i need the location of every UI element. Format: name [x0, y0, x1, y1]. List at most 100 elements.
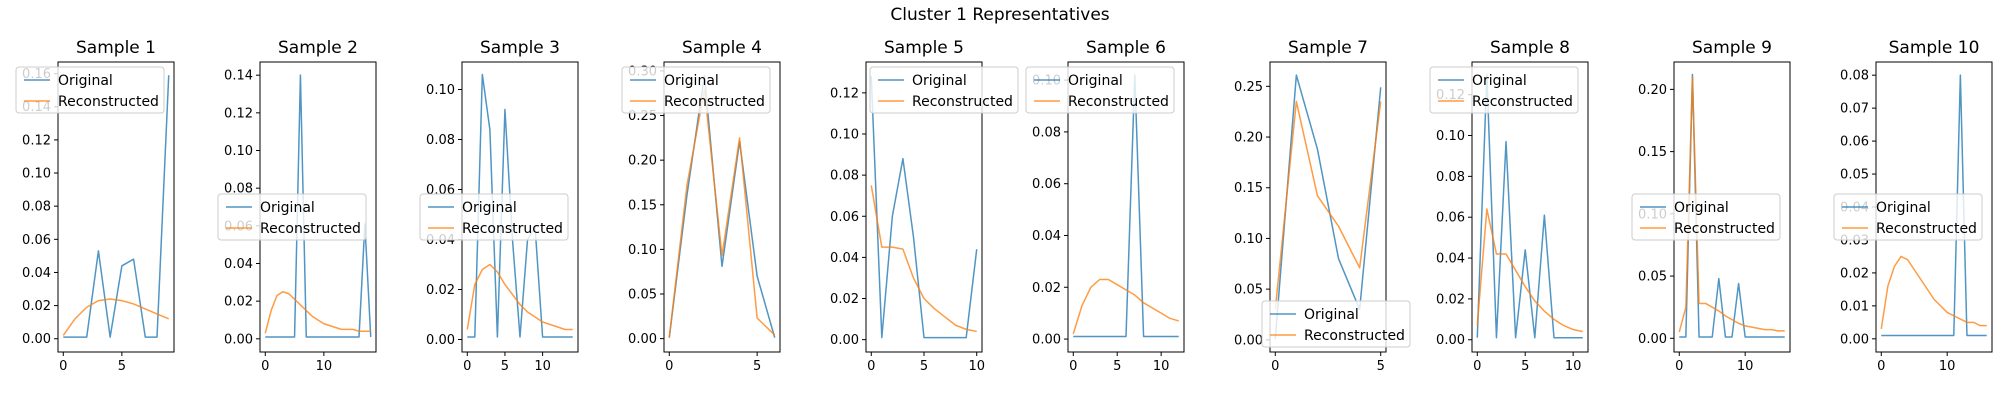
y-tick-label: 0.15	[628, 198, 657, 213]
y-tick-label: 0.05	[628, 288, 657, 303]
y-tick-label: 0.10	[1436, 129, 1465, 144]
series-line-original	[870, 76, 978, 339]
legend-box	[1429, 66, 1579, 114]
x-tick-label: 5	[118, 359, 126, 374]
y-tick-label: 0.00	[1234, 333, 1263, 348]
x-tick-label: 10	[534, 359, 551, 374]
figure-title: Cluster 1 Representatives	[890, 5, 1109, 25]
x-tick-label: 5	[753, 359, 761, 374]
series-line-reconstructed	[1880, 255, 1987, 330]
y-tick-label: 0.10	[22, 167, 51, 182]
legend-label-reconstructed: Reconstructed	[1674, 221, 1775, 237]
x-tick-label: 5	[920, 359, 928, 374]
legend-label-original: Original	[58, 73, 113, 89]
y-tick-label: 0.00	[1840, 332, 1869, 347]
axes-frame	[1471, 61, 1589, 353]
axes-frame	[57, 61, 175, 353]
y-tick-label: 0.00	[628, 332, 657, 347]
legend-label-reconstructed: Reconstructed	[1876, 221, 1977, 237]
subplot-3: Sample 30.000.020.040.060.080.100510Orig…	[419, 38, 579, 374]
x-tick-label: 10	[1153, 359, 1170, 374]
legend-label-reconstructed: Reconstructed	[1068, 94, 1169, 110]
legend: Original Reconstructed	[15, 66, 165, 114]
legend-box	[1025, 66, 1175, 114]
y-tick-label: 0.15	[1638, 145, 1667, 160]
y-tick-label: 0.02	[830, 292, 859, 307]
legend-label-original: Original	[1304, 307, 1359, 323]
axes-frame	[1269, 61, 1387, 353]
legend-box	[621, 66, 771, 114]
y-tick-label: 0.04	[1436, 252, 1465, 267]
y-tick-label: 0.07	[1840, 102, 1869, 117]
series-line-original	[1476, 73, 1583, 339]
legend-box	[1261, 300, 1411, 348]
y-tick-label: 0.02	[224, 295, 253, 310]
y-tick-label: 0.08	[1840, 69, 1869, 84]
y-tick-label: 0.02	[1840, 266, 1869, 281]
legend-label-original: Original	[462, 200, 517, 216]
y-tick-label: 0.00	[426, 333, 455, 348]
subplot-title: Sample 10	[1889, 38, 1980, 58]
subplot-7: Sample 7 0.00 0.05 0.10 0.15 0.20 0.25 0 5 Origin…	[1234, 38, 1411, 374]
legend-box	[1833, 193, 1983, 241]
x-tick-label: 0	[59, 359, 67, 374]
y-tick-label: 0.20	[628, 154, 657, 169]
y-tick-label: 0.00	[830, 333, 859, 348]
y-tick-label: 0.05	[1638, 270, 1667, 285]
y-tick-label: 0.04	[22, 266, 51, 281]
x-tick-label: 5	[1377, 359, 1385, 374]
y-tick-label: 0.00	[1032, 333, 1061, 348]
legend-label-reconstructed: Reconstructed	[912, 94, 1013, 110]
y-tick-label: 0.20	[1638, 83, 1667, 98]
legend-label-reconstructed: Reconstructed	[664, 94, 765, 110]
legend: Original Reconstructed	[1631, 193, 1781, 241]
y-tick-label: 0.06	[1032, 177, 1061, 192]
legend-box	[869, 66, 1019, 114]
subplot-title: Sample 3	[480, 38, 560, 58]
legend: Original Reconstructed	[419, 193, 569, 241]
y-tick-label: 0.04	[224, 257, 253, 272]
y-tick-label: 0.05	[1840, 168, 1869, 183]
y-tick-label: 0.06	[830, 210, 859, 225]
y-tick-label: 0.00	[224, 332, 253, 347]
subplot-5: Sample 5 0.00 0.02 0.04 0.06 0.08 0.10 0.12 0 5 10…	[830, 38, 1019, 374]
series-line-original	[265, 74, 372, 338]
y-tick-label: 0.08	[830, 169, 859, 184]
subplot-title: Sample 6	[1086, 38, 1166, 58]
x-tick-label: 10	[1737, 359, 1754, 374]
x-tick-label: 0	[1675, 359, 1683, 374]
x-tick-label: 0	[1473, 359, 1481, 374]
series-line-reconstructed	[62, 298, 170, 336]
series-line-reconstructed	[1274, 100, 1382, 310]
axes-frame	[865, 61, 983, 353]
y-tick-label: 0.04	[1032, 229, 1061, 244]
series-line-reconstructed	[264, 290, 371, 334]
x-tick-label: 10	[1565, 359, 1582, 374]
legend: Original Reconstructed	[869, 66, 1019, 114]
x-tick-label: 0	[1271, 359, 1279, 374]
y-tick-label: 0.08	[224, 182, 253, 197]
legend-label-original: Original	[260, 200, 315, 216]
series-line-original	[1881, 74, 1987, 337]
y-tick-label: 0.12	[22, 133, 51, 148]
series-line-reconstructed	[1072, 278, 1179, 335]
subplot-2: Sample 20.000.020.040.060.080.100.120.14…	[217, 38, 377, 374]
axes-frame	[1067, 61, 1185, 353]
subplot-6: Sample 60.000.020.040.060.080.100510Orig…	[1025, 38, 1185, 374]
x-tick-label: 0	[261, 359, 269, 374]
legend-label-reconstructed: Reconstructed	[1472, 94, 1573, 110]
y-tick-label: 0.08	[22, 200, 51, 215]
y-tick-label: 0.14	[224, 69, 253, 84]
y-tick-label: 0.10	[1234, 232, 1263, 247]
legend-label-reconstructed: Reconstructed	[1304, 328, 1405, 344]
y-tick-label: 0.00	[22, 332, 51, 347]
x-tick-label: 10	[968, 359, 985, 374]
series-line-original	[668, 74, 776, 338]
y-tick-label: 0.06	[1436, 211, 1465, 226]
legend: Original Reconstructed	[217, 193, 367, 241]
subplot-title: Sample 4	[682, 38, 762, 58]
y-tick-label: 0.20	[1234, 131, 1263, 146]
legend-box	[15, 66, 165, 114]
y-tick-label: 0.15	[1234, 181, 1263, 196]
